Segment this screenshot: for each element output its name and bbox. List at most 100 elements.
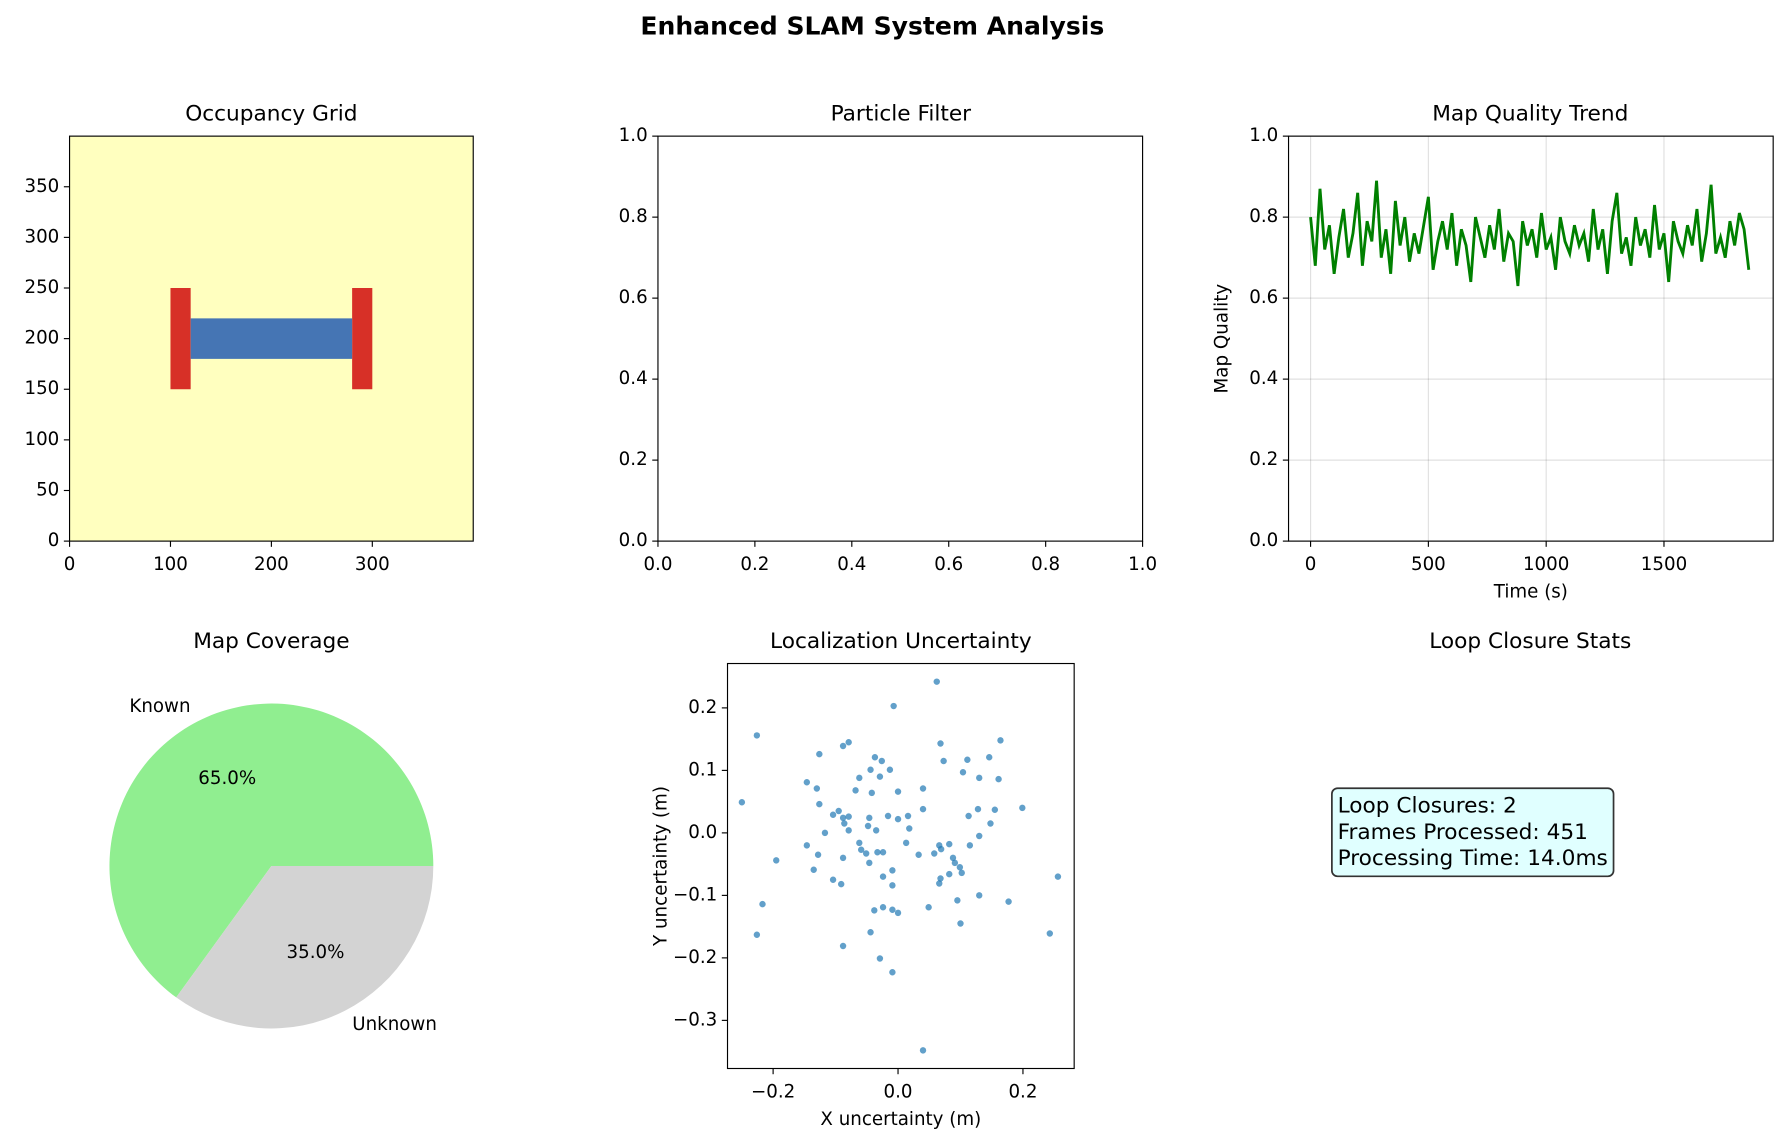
x-axis-label: Time (s) [1493,582,1568,603]
scatter-point [841,820,848,827]
scatter-point [872,827,880,834]
chart-title: Loop Closure Stats [1429,629,1631,654]
scatter-point [753,931,761,938]
scatter-point [919,1047,927,1054]
chart-title: Particle Filter [831,101,972,126]
scatter-point [876,955,884,962]
scatter-point [856,774,863,782]
scatter-point [773,857,780,864]
scatter-point [995,775,1002,783]
scatter-point [933,678,940,685]
scatter-point [813,785,821,792]
scatter-point [753,732,761,739]
scatter-point [965,812,972,820]
scatter-point [878,757,885,765]
scatter-point [894,909,902,917]
occupied-region [170,288,191,390]
scatter-point [839,854,847,862]
scatter-point [889,906,896,913]
scatter-point [835,807,842,815]
x-tick-label: 0 [1305,554,1317,575]
axes-frame [726,662,1075,1070]
y-tick-label: 0.2 [1249,449,1278,470]
x-tick-label: 1500 [1641,554,1687,575]
scatter-point [959,769,967,776]
scatter-point [810,866,817,873]
scatter-point [925,904,932,911]
pie-value-label: 35.0% [287,942,345,963]
axes-frame [1287,135,1774,542]
y-tick-label: 0.2 [619,449,648,470]
scatter-point [936,880,943,887]
scatter-point [894,788,902,795]
y-tick-label: −0.1 [673,884,717,905]
pie-wedge [109,703,434,998]
stats-line: Frames Processed: 451 [1338,820,1588,845]
x-tick-label: 0.0 [643,554,672,575]
x-tick-label: 200 [254,554,289,575]
scatter-point [954,897,961,904]
x-tick-label: 100 [153,554,188,575]
chart-title: Occupancy Grid [185,101,357,126]
scatter-point [1046,930,1054,937]
y-tick-label: 0 [48,530,60,551]
scatter-point [902,839,910,847]
y-tick-label: 1.0 [619,125,648,146]
figure-title: Enhanced SLAM System Analysis [640,11,1104,40]
y-tick-label: 350 [24,176,59,197]
x-tick-label: 1000 [1523,554,1569,575]
scatter-point [876,773,884,780]
scatter-point [803,779,811,786]
scatter-point [1005,898,1012,905]
scatter-point [816,750,823,758]
scatter-point [871,907,878,914]
x-tick-label: 0.2 [1008,1082,1037,1103]
scatter-point [814,851,822,858]
scatter-point [946,840,953,848]
scatter-point [867,766,874,773]
chart-title: Localization Uncertainty [770,629,1032,654]
y-axis-label: Y uncertainty (m) [650,786,671,947]
axes-frame [657,135,1144,542]
y-tick-label: 1.0 [1249,125,1278,146]
scatter-point [866,859,873,867]
scatter-point [987,820,994,827]
y-tick-label: 150 [24,378,59,399]
scatter-point [991,806,999,813]
scatter-point [964,756,971,763]
scatter-point [966,842,974,849]
scatter-point [867,929,874,936]
scatter-point [829,876,837,883]
scatter-point [889,969,896,976]
scatter-point [884,812,892,820]
scatter-point [889,867,896,874]
x-tick-label: 0.8 [1031,554,1060,575]
x-tick-label: 0.4 [837,554,866,575]
pie-label: Unknown [352,1014,437,1035]
y-tick-label: 0.6 [619,287,648,308]
scatter-point [976,832,983,840]
scatter-point [879,904,887,911]
scatter-point [904,812,912,820]
scatter-point [816,800,823,808]
scatter-point [821,829,829,837]
y-tick-label: 0.4 [1249,368,1278,389]
y-tick-label: 0.0 [619,530,648,551]
y-axis-label: Map Quality [1211,284,1232,394]
y-tick-label: 0.0 [1249,530,1278,551]
scatter-point [937,740,944,747]
scatter-point [986,754,993,761]
scatter-point [879,873,887,880]
scatter-point [862,850,870,857]
scatter-point [866,814,873,822]
scatter-point [951,859,959,867]
x-tick-label: 500 [1411,554,1446,575]
y-tick-label: 0.0 [688,822,717,843]
scatter-point [839,742,847,750]
scatter-point [919,805,927,813]
scatter-point [894,815,902,823]
y-tick-label: 0.6 [1249,287,1278,308]
scatter-point [940,757,947,765]
chart-title: Map Coverage [193,629,349,654]
occupied-region [190,318,353,359]
